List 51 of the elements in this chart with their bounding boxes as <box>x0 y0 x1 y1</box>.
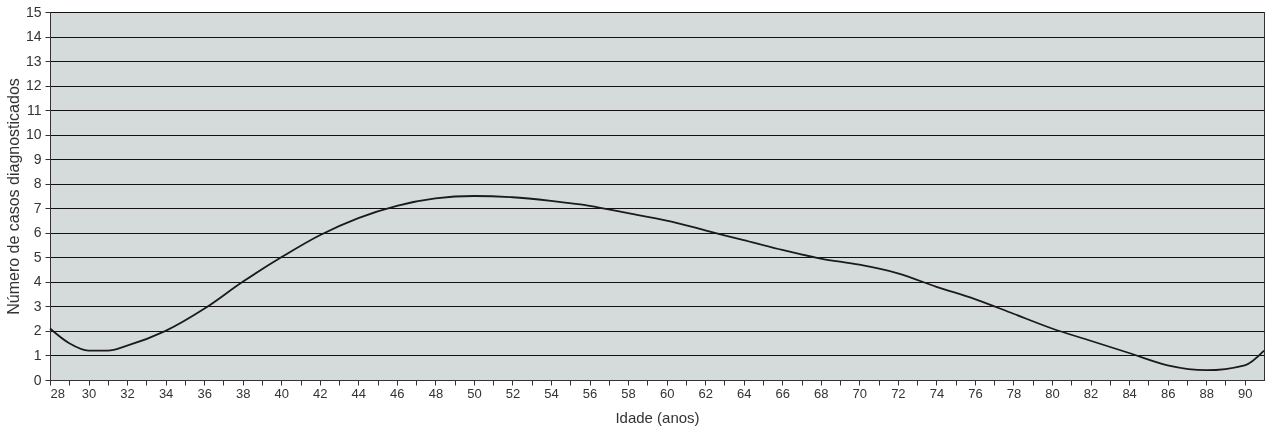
x-tick-label: 50 <box>467 385 482 401</box>
y-tick-label: 1 <box>33 346 42 363</box>
y-tick-label: 6 <box>33 224 42 241</box>
x-axis-title: Idade (anos) <box>615 408 700 426</box>
x-tick-label: 34 <box>158 385 174 401</box>
x-tick-label: 30 <box>81 385 97 401</box>
x-tick-label: 66 <box>775 385 790 401</box>
x-tick-label: 84 <box>1122 385 1137 401</box>
y-tick-label: 3 <box>33 297 42 314</box>
y-tick-label: 10 <box>25 126 42 143</box>
y-tick-label: 15 <box>25 3 42 20</box>
y-tick-label: 13 <box>25 52 42 69</box>
y-tick-label: 14 <box>25 28 42 45</box>
y-tick-label: 12 <box>25 77 42 94</box>
x-tick-label: 68 <box>814 385 829 401</box>
x-tick-label: 54 <box>544 385 559 401</box>
x-tick-label: 52 <box>505 385 521 401</box>
x-tick-label: 38 <box>235 385 251 401</box>
x-tick-label: 74 <box>929 385 945 401</box>
y-tick-label: 0 <box>33 371 42 388</box>
x-tick-label: 58 <box>621 385 636 401</box>
y-tick-label: 7 <box>33 199 42 216</box>
x-tick-label: 40 <box>274 385 289 401</box>
x-tick-label: 88 <box>1199 385 1214 401</box>
x-tick-label: 62 <box>698 385 713 401</box>
y-tick-label: 8 <box>33 175 42 192</box>
y-tick-label: 5 <box>33 248 42 265</box>
x-tick-label: 78 <box>1006 385 1022 401</box>
x-tick-label: 32 <box>120 385 135 401</box>
x-tick-label: 64 <box>736 385 752 401</box>
x-tick-label: 70 <box>852 385 868 401</box>
y-tick-label: 4 <box>33 273 42 290</box>
line-series <box>49 195 1265 372</box>
y-tick-label: 2 <box>33 322 42 339</box>
x-tick-label: 76 <box>968 385 983 401</box>
x-tick-label: 48 <box>428 385 444 401</box>
x-tick-label: 60 <box>659 385 675 401</box>
x-tick-label: 28 <box>50 385 65 401</box>
x-tick-label: 44 <box>351 385 367 401</box>
x-tick-label: 56 <box>582 385 598 401</box>
y-tick-label: 11 <box>26 101 42 118</box>
x-tick-label: 86 <box>1160 385 1176 401</box>
y-tick-label: 9 <box>33 150 42 167</box>
x-tick-label: 36 <box>197 385 212 401</box>
x-tick-label: 42 <box>313 385 328 401</box>
y-axis-title: Número de casos diagnosticados <box>4 78 22 315</box>
x-tick-label: 90 <box>1238 385 1253 401</box>
x-tick-label: 72 <box>891 385 906 401</box>
x-tick-label: 46 <box>390 385 405 401</box>
x-tick-label: 82 <box>1083 385 1099 401</box>
x-tick-label: 80 <box>1045 385 1060 401</box>
